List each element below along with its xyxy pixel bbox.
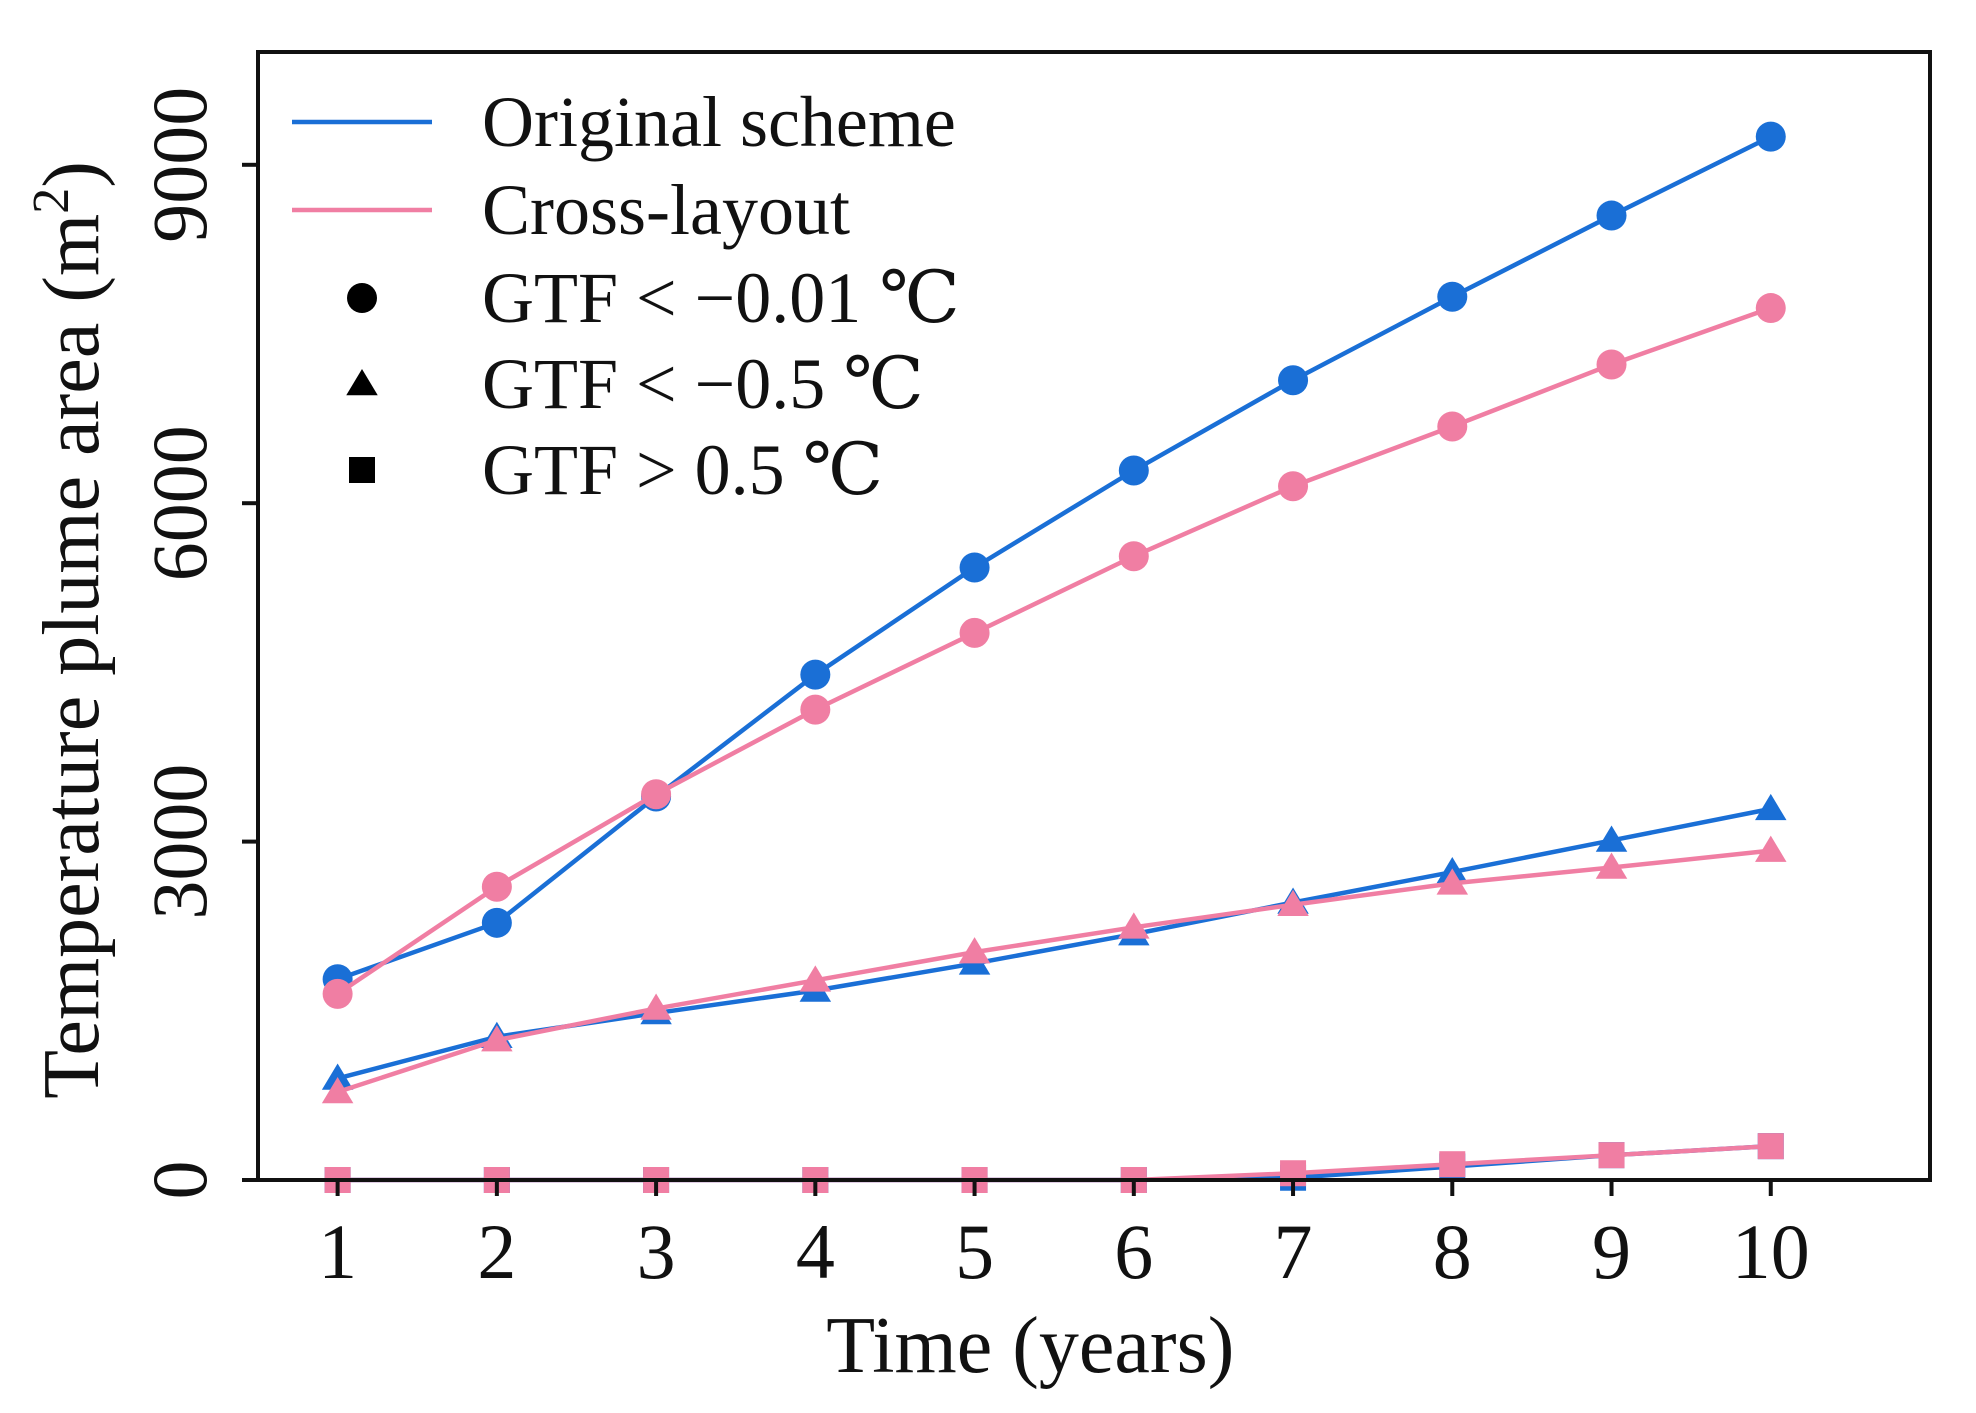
data-point-circle: [1437, 411, 1468, 442]
series-line: [336, 305, 1772, 996]
x-tick-label: 2: [477, 1208, 516, 1295]
x-tick-label: 4: [796, 1208, 835, 1295]
data-point-circle: [1278, 471, 1309, 502]
x-tick-label: 10: [1732, 1208, 1810, 1295]
y-tick-label: 6000: [136, 425, 223, 581]
y-axis-label-close: ): [28, 161, 116, 188]
data-point-triangle: [1277, 889, 1309, 917]
data-point-circle: [1437, 281, 1468, 312]
data-point-triangle: [958, 937, 991, 964]
data-point-circle: [1755, 293, 1786, 324]
data-point-triangle: [799, 965, 832, 992]
series-cross-triangle: [321, 835, 1787, 1104]
x-tick-label: 8: [1433, 1208, 1472, 1295]
legend-marker-circle: [347, 283, 377, 313]
data-point-triangle: [321, 1077, 354, 1104]
data-point-triangle: [1595, 852, 1628, 879]
data-point-square: [1757, 1133, 1784, 1160]
data-point-circle: [1596, 200, 1627, 231]
y-axis-label: Temperature plume area (m2): [23, 161, 116, 1099]
plot-frame: [256, 50, 1932, 1182]
data-point-circle: [1278, 365, 1309, 396]
data-point-circle: [481, 871, 512, 902]
x-tick-label: 1: [318, 1208, 357, 1295]
legend-label-cross: Cross-layout: [482, 170, 850, 250]
data-point-square: [1439, 1151, 1466, 1178]
data-point-triangle: [1755, 835, 1787, 862]
legend-marker-square: [349, 457, 375, 483]
legend-label-circle: GTF < −0.01 ℃: [482, 258, 960, 338]
y-axis: 0 3000 6000 9000: [136, 87, 258, 1200]
y-tick-label: 9000: [136, 87, 223, 243]
data-point-triangle: [321, 1063, 354, 1090]
y-tick-label: 3000: [136, 764, 223, 920]
x-tick-label: 6: [1114, 1208, 1153, 1295]
data-point-circle: [1755, 121, 1786, 152]
data-point-circle: [959, 617, 990, 648]
x-tick-label: 7: [1274, 1208, 1313, 1295]
data-point-triangle: [1595, 825, 1628, 852]
data-point-circle: [800, 694, 831, 725]
data-point-square: [1598, 1142, 1625, 1169]
legend-label-original: Original scheme: [482, 82, 956, 162]
data-point-circle: [1118, 455, 1149, 486]
legend-label-square: GTF > 0.5 ℃: [482, 430, 883, 510]
data-point-circle: [959, 552, 990, 583]
data-point-triangle: [1755, 793, 1787, 821]
data-point-circle: [322, 978, 353, 1009]
data-point-circle: [1118, 541, 1149, 572]
x-axis-label: Time (years): [826, 1302, 1234, 1390]
data-point-triangle: [1436, 868, 1469, 895]
data-point-circle: [1596, 349, 1627, 380]
x-axis: 1 2 3 4 5 6 7 8 9 10: [318, 1180, 1810, 1295]
data-point-triangle: [640, 993, 672, 1020]
x-tick-label: 9: [1592, 1208, 1631, 1295]
legend-label-triangle: GTF < −0.5 ℃: [482, 344, 924, 424]
y-axis-label-main: Temperature plume area (m: [28, 214, 116, 1099]
data-point-circle: [800, 659, 831, 690]
series-line: [336, 848, 1771, 1095]
data-point-triangle: [1118, 912, 1150, 939]
series-cross-circle: [322, 293, 1786, 1009]
data-point-circle: [641, 779, 672, 810]
data-point-triangle: [481, 1025, 513, 1052]
x-tick-label: 5: [955, 1208, 994, 1295]
series-line: [336, 134, 1772, 982]
legend-marker-triangle: [346, 369, 378, 396]
y-tick-label: 0: [136, 1161, 223, 1200]
y-axis-label-superscript: 2: [23, 188, 80, 214]
data-point-circle: [481, 907, 512, 938]
x-tick-label: 3: [637, 1208, 676, 1295]
